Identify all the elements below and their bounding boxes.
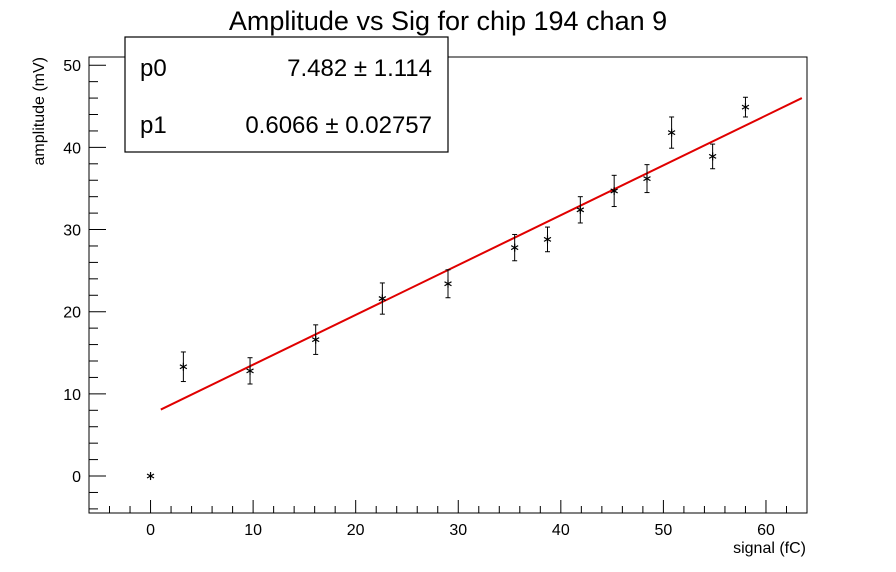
y-tick-label: 0: [72, 469, 81, 486]
stats-box: p0 7.482 ± 1.114 p1 0.6066 ± 0.02757: [124, 36, 449, 153]
y-axis-label: amplitude (mV): [31, 57, 48, 165]
y-tick-label: 50: [63, 58, 81, 75]
x-tick-label: 0: [146, 522, 155, 539]
y-tick-label: 40: [63, 140, 81, 157]
data-point: [610, 174, 618, 208]
y-tick-label: 10: [63, 387, 81, 404]
star-marker-stroke: [246, 368, 254, 374]
data-point: [179, 351, 188, 383]
fit-line: [160, 97, 803, 411]
star-marker-stroke: [741, 104, 750, 110]
chart-title: Amplitude vs Sig for chip 194 chan 9: [229, 6, 667, 36]
data-point: [246, 357, 254, 385]
stats-p1-label: p1: [140, 112, 167, 139]
data-point: [741, 96, 750, 118]
data-point: [667, 116, 676, 149]
data-point: [146, 472, 155, 481]
star-marker-stroke: [576, 207, 585, 213]
star-marker-stroke: [146, 473, 155, 479]
star-marker-stroke: [667, 130, 676, 136]
star-marker-stroke: [444, 281, 452, 287]
data-point: [444, 269, 452, 299]
data-point: [643, 164, 651, 194]
x-axis: 0 10 20 30 40 50 60: [88, 500, 808, 539]
stats-p0-value: 7.482 ± 1.114: [287, 55, 432, 82]
star-marker-stroke: [510, 245, 519, 251]
data-point: [378, 282, 387, 315]
x-tick-label: 10: [244, 522, 262, 539]
y-tick-label: 20: [63, 305, 81, 322]
data-point: [510, 233, 519, 262]
star-marker-stroke: [643, 176, 651, 182]
stats-p0-label: p0: [140, 55, 167, 82]
star-marker-stroke: [708, 153, 717, 159]
x-tick-label: 20: [347, 522, 365, 539]
y-tick-label: 30: [63, 223, 81, 240]
data-point: [543, 226, 552, 253]
star-marker-stroke: [378, 296, 387, 302]
fit-line-group: [160, 97, 803, 411]
data-point: [311, 324, 320, 355]
y-axis: 0 10 20 30 40 50: [63, 58, 106, 510]
x-tick-label: 30: [449, 522, 467, 539]
x-tick-label: 50: [655, 522, 673, 539]
stats-p1-value: 0.6066 ± 0.02757: [245, 112, 432, 139]
star-marker-stroke: [179, 364, 188, 370]
data-point: [576, 196, 585, 224]
star-marker-stroke: [543, 236, 552, 242]
x-axis-label: signal (fC): [733, 540, 806, 557]
stats-box-frame: [124, 36, 449, 153]
star-marker-stroke: [610, 188, 618, 194]
x-tick-label: 40: [552, 522, 570, 539]
x-tick-label: 60: [757, 522, 775, 539]
data-points-group: [146, 96, 750, 481]
star-marker-stroke: [311, 337, 320, 343]
data-point: [708, 143, 717, 170]
